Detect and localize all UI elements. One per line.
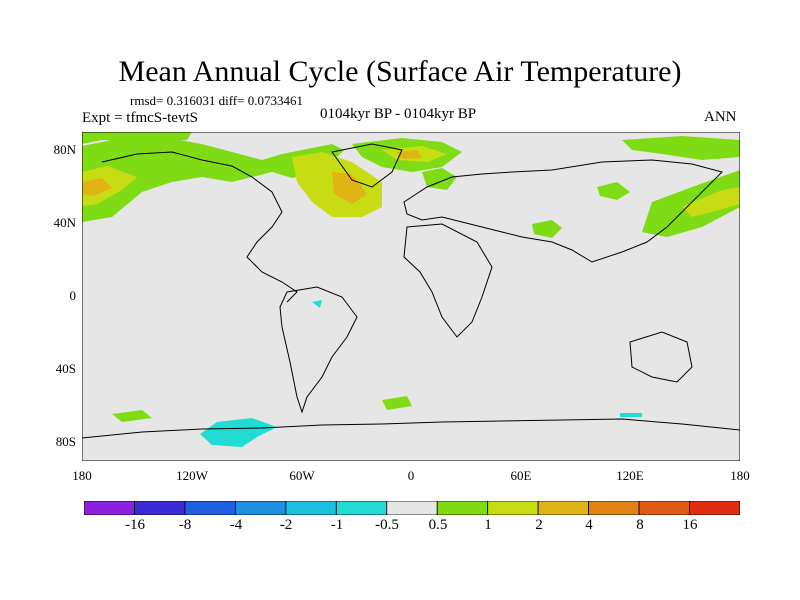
colorbar-label: 0.5 xyxy=(428,517,448,533)
colorbar-box xyxy=(335,501,388,515)
anomaly-patch-labrador xyxy=(332,172,367,204)
colorbar-box xyxy=(84,501,135,515)
colorbar-box xyxy=(234,501,287,515)
colorbar xyxy=(84,501,740,515)
coastline-south-america xyxy=(279,286,358,414)
anomaly-patch-east-siberia xyxy=(622,136,740,160)
colorbar-label: -0.5 xyxy=(375,517,399,533)
anomaly-patch-north-america xyxy=(82,137,344,222)
colorbar-label: -16 xyxy=(125,517,145,533)
coastline-greenland xyxy=(331,143,403,188)
map-panel xyxy=(82,132,740,461)
anomaly-patch-central-asia xyxy=(532,220,562,238)
coastline-africa xyxy=(403,223,493,338)
stats-line: rmsd= 0.316031 diff= 0.0733461 xyxy=(130,93,303,108)
colorbar-box xyxy=(487,501,539,515)
coastline-antarctica xyxy=(82,418,740,439)
colorbar-box xyxy=(588,501,640,515)
lon-label-0: 0 xyxy=(407,468,415,483)
colorbar-label: 8 xyxy=(636,517,644,533)
anomaly-patch-north-pacific-warm xyxy=(682,187,740,217)
lat-label-80n: 80N xyxy=(53,142,76,157)
colorbar-box xyxy=(689,501,740,515)
anomaly-patch-east-antarctica xyxy=(620,413,642,417)
colorbar-box xyxy=(285,501,337,515)
lon-label-180w: 180 xyxy=(72,468,92,483)
anomaly-patch-scandinavia xyxy=(422,168,457,190)
colorbar-label: -1 xyxy=(330,517,344,533)
lon-label-120w: 120W xyxy=(176,468,208,483)
colorbar-box xyxy=(386,501,438,515)
lon-label-60e: 60E xyxy=(510,468,532,483)
lat-label-40n: 40N xyxy=(53,215,76,230)
season-label: ANN xyxy=(704,109,737,125)
colorbar-box xyxy=(537,501,590,515)
anomaly-patch-siberia xyxy=(597,182,630,200)
anomaly-patch-greenland-hot xyxy=(397,150,422,159)
anomaly-patch-arctic-west xyxy=(82,132,192,144)
coastline-eurasia xyxy=(403,159,723,263)
colorbar-label: -8 xyxy=(178,517,192,533)
anomaly-patch-south-atlantic xyxy=(382,396,412,410)
anomaly-shading xyxy=(82,132,740,447)
colorbar-label: -2 xyxy=(279,517,293,533)
experiment-label: Expt = tfmcS-tevtS xyxy=(82,110,198,126)
colorbar-label: -4 xyxy=(229,517,243,533)
lon-label-60w: 60W xyxy=(289,468,315,483)
period-label: 0104kyr BP - 0104kyr BP xyxy=(320,106,477,122)
colorbar-box xyxy=(184,501,236,515)
colorbar-label: 2 xyxy=(535,517,543,533)
lon-label-180e: 180 xyxy=(730,468,750,483)
lat-label-0: 0 xyxy=(69,288,77,303)
lat-label-40s: 40S xyxy=(55,361,76,376)
anomaly-patch-alaska-hot xyxy=(82,178,112,196)
plot-title: Mean Annual Cycle (Surface Air Temperatu… xyxy=(118,55,682,88)
colorbar-box xyxy=(436,501,489,515)
anomaly-patch-south-pacific xyxy=(112,410,152,422)
colorbar-label: 4 xyxy=(585,517,593,533)
anomaly-patch-west-antarctica xyxy=(200,418,277,447)
colorbar-box xyxy=(638,501,690,515)
anomaly-patch-amazon xyxy=(312,300,322,308)
coastlines xyxy=(82,143,740,439)
lat-label-80s: 80S xyxy=(55,434,76,449)
coastline-north-america xyxy=(101,151,298,303)
map-background xyxy=(82,132,740,461)
colorbar-label: 16 xyxy=(682,517,698,533)
lon-label-120e: 120E xyxy=(616,468,644,483)
colorbar-label: 1 xyxy=(484,517,492,533)
coastline-australia xyxy=(629,331,693,383)
colorbar-box xyxy=(134,501,186,515)
